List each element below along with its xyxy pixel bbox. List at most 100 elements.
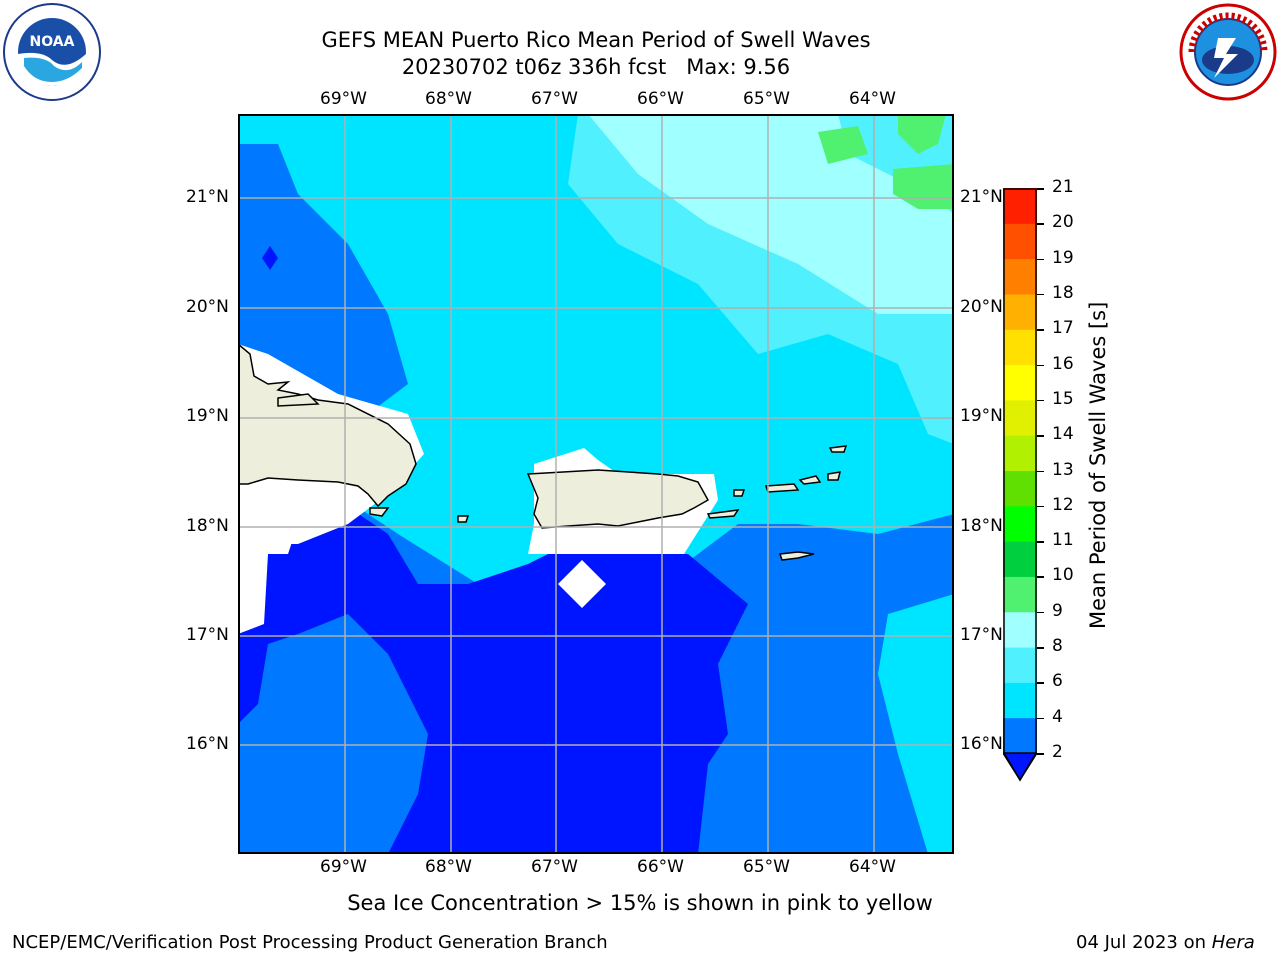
colorbar-tick-label: 4 bbox=[1052, 706, 1063, 727]
colorbar-tick-label: 20 bbox=[1052, 212, 1074, 233]
colorbar-swatch bbox=[1003, 399, 1037, 436]
colorbar-tick-label: 12 bbox=[1052, 494, 1074, 515]
ocean-9-10s-region bbox=[588, 114, 954, 314]
anegada-island bbox=[827, 471, 842, 481]
ocean-2-4s-spot bbox=[262, 246, 278, 270]
colorbar-swatch bbox=[1003, 329, 1037, 366]
colorbar-tick-mark bbox=[1037, 188, 1044, 190]
ocean-4-6s-region bbox=[238, 144, 408, 414]
colorbar-tick-label: 8 bbox=[1052, 636, 1063, 657]
colorbar-swatch bbox=[1003, 188, 1037, 224]
lat-label-left: 21°N bbox=[186, 187, 229, 207]
colorbar-tick-label: 18 bbox=[1052, 282, 1074, 303]
date-label: 04 Jul 2023 on bbox=[1076, 932, 1212, 953]
map-frame bbox=[238, 114, 954, 854]
lat-label-left: 18°N bbox=[186, 516, 229, 536]
colorbar-tick-mark bbox=[1037, 364, 1044, 367]
colorbar-swatch bbox=[1003, 576, 1037, 613]
colorbar-tick-label: 6 bbox=[1052, 671, 1063, 692]
masked-region bbox=[558, 560, 606, 608]
colorbar-tick-mark bbox=[1037, 576, 1044, 578]
colorbar-tick-mark bbox=[1037, 753, 1044, 755]
noaa-logo-text: NOAA bbox=[30, 34, 75, 50]
colorbar-swatch bbox=[1003, 541, 1037, 577]
vieques-island bbox=[706, 509, 740, 519]
lon-label-bottom: 65°W bbox=[743, 857, 790, 877]
swell-period-map bbox=[237, 114, 954, 854]
lon-label-top: 64°W bbox=[849, 89, 896, 109]
colorbar-swatch bbox=[1003, 682, 1037, 719]
nws-logo bbox=[1178, 2, 1278, 102]
puerto-rico-landmass bbox=[526, 469, 710, 529]
colorbar-tick-mark bbox=[1037, 611, 1044, 614]
ocean-10s-patch bbox=[818, 126, 868, 164]
colorbar-tick-label: 14 bbox=[1052, 424, 1074, 445]
lon-label-bottom: 66°W bbox=[637, 857, 684, 877]
colorbar-swatch bbox=[1003, 293, 1037, 330]
hispaniola-landmass bbox=[237, 342, 417, 508]
colorbar-tick-label: 10 bbox=[1052, 565, 1074, 586]
colorbar-tick-label: 2 bbox=[1052, 742, 1063, 762]
virgin-islands bbox=[798, 475, 822, 485]
lon-label-top: 66°W bbox=[637, 89, 684, 109]
lat-label-left: 20°N bbox=[186, 297, 229, 317]
credit-text: NCEP/EMC/Verification Post Processing Pr… bbox=[12, 932, 608, 953]
colorbar-tick-mark bbox=[1037, 682, 1044, 684]
tortuga-island bbox=[277, 393, 320, 407]
colorbar-tick-mark bbox=[1037, 647, 1044, 649]
lat-label-right: 19°N bbox=[960, 406, 1003, 426]
ocean-10s-patch bbox=[898, 114, 946, 154]
lat-label-left: 17°N bbox=[186, 625, 229, 645]
colorbar-tick-mark bbox=[1037, 329, 1044, 331]
colorbar-tick-label: 9 bbox=[1052, 600, 1063, 621]
colorbar bbox=[1001, 188, 1039, 782]
mona-island bbox=[457, 515, 470, 523]
anegada-island bbox=[828, 445, 848, 453]
st-croix-island bbox=[778, 551, 815, 561]
colorbar-swatches bbox=[1001, 188, 1039, 782]
colorbar-swatch bbox=[1003, 717, 1037, 754]
colorbar-tick-label: 21 bbox=[1052, 177, 1074, 197]
lon-label-bottom: 67°W bbox=[531, 857, 578, 877]
noaa-logo: NOAA bbox=[2, 2, 102, 102]
colorbar-extend-triangle bbox=[1001, 752, 1039, 782]
map-panel bbox=[237, 114, 954, 854]
lon-label-bottom: 69°W bbox=[320, 857, 367, 877]
colorbar-tick-label: 11 bbox=[1052, 530, 1074, 551]
machine-name: Hera bbox=[1211, 932, 1255, 953]
colorbar-tick-mark bbox=[1037, 717, 1044, 720]
colorbar-swatch bbox=[1003, 223, 1037, 260]
saona-island bbox=[369, 507, 390, 517]
colorbar-tick-label: 13 bbox=[1052, 459, 1074, 480]
colorbar-swatch bbox=[1003, 611, 1037, 648]
map-gridlines bbox=[238, 114, 954, 854]
colorbar-tick-mark bbox=[1037, 258, 1044, 261]
colorbar-tick-mark bbox=[1037, 223, 1044, 225]
colorbar-tick-label: 19 bbox=[1052, 247, 1074, 268]
lat-label-right: 16°N bbox=[960, 734, 1003, 754]
lat-label-right: 17°N bbox=[960, 625, 1003, 645]
colorbar-swatch bbox=[1003, 470, 1037, 507]
colorbar-tick-mark bbox=[1037, 505, 1044, 508]
colorbar-tick-mark bbox=[1037, 470, 1044, 472]
masked-region bbox=[238, 524, 298, 634]
colorbar-swatch bbox=[1003, 364, 1037, 401]
ocean-2-4s-region bbox=[238, 500, 748, 854]
lon-label-bottom: 64°W bbox=[849, 857, 896, 877]
colorbar-tick-label: 15 bbox=[1052, 388, 1074, 409]
colorbar-tick-mark bbox=[1037, 541, 1044, 543]
lon-label-top: 65°W bbox=[743, 89, 790, 109]
sea-ice-note: Sea Ice Concentration > 15% is shown in … bbox=[347, 891, 933, 915]
culebra-island bbox=[733, 489, 746, 497]
ocean-6-8s-region bbox=[878, 594, 954, 854]
lat-label-left: 16°N bbox=[186, 734, 229, 754]
chart-title: GEFS MEAN Puerto Rico Mean Period of Swe… bbox=[321, 28, 871, 52]
lon-label-bottom: 68°W bbox=[425, 857, 472, 877]
chart-subtitle: 20230702 t06z 336h fcst Max: 9.56 bbox=[401, 55, 791, 79]
colorbar-frame bbox=[1003, 188, 1037, 782]
colorbar-swatch bbox=[1003, 505, 1037, 542]
lat-label-right: 20°N bbox=[960, 297, 1003, 317]
lon-label-top: 68°W bbox=[425, 89, 472, 109]
lon-label-top: 69°W bbox=[320, 89, 367, 109]
colorbar-tick-label: 17 bbox=[1052, 318, 1074, 339]
